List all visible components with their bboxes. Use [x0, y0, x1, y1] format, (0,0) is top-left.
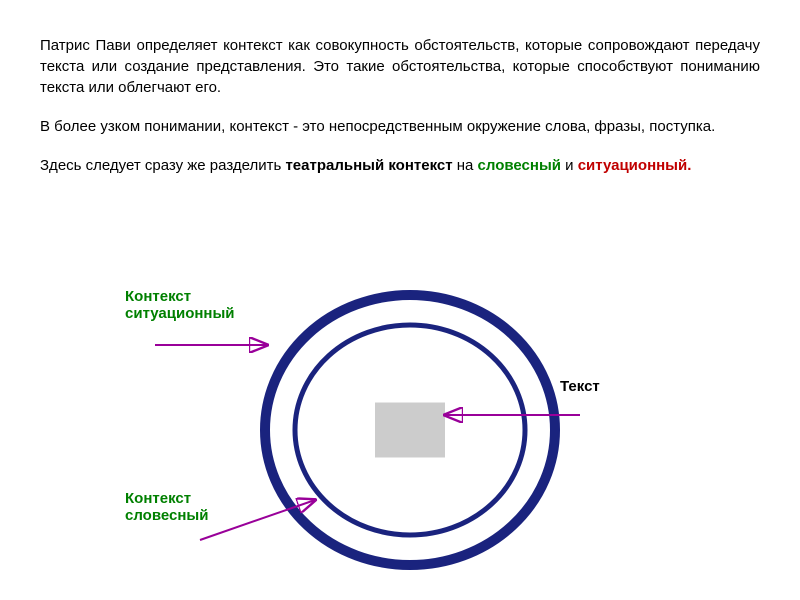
paragraph-3: Здесь следует сразу же разделить театрал… — [40, 155, 760, 176]
p3-e: и — [561, 157, 578, 174]
outer-ring — [265, 295, 555, 565]
p3-b: театральный контекст — [285, 157, 452, 174]
inner-ring — [295, 325, 525, 535]
p3-d: словесный — [478, 157, 561, 174]
p3-c: на — [453, 157, 478, 174]
center-text-box — [375, 403, 445, 458]
paragraph-1: Патрис Пави определяет контекст как сово… — [40, 35, 760, 98]
label-slov: Контекст словесный — [125, 490, 208, 524]
label-sit: Контекст ситуационный — [125, 288, 235, 322]
p3-f: ситуационный. — [578, 157, 692, 174]
arrow-slov — [200, 500, 315, 540]
p3-a: Здесь следует сразу же разделить — [40, 157, 285, 174]
label-text: Текст — [560, 378, 600, 395]
paragraph-2: В более узком понимании, контекст - это … — [40, 116, 760, 137]
